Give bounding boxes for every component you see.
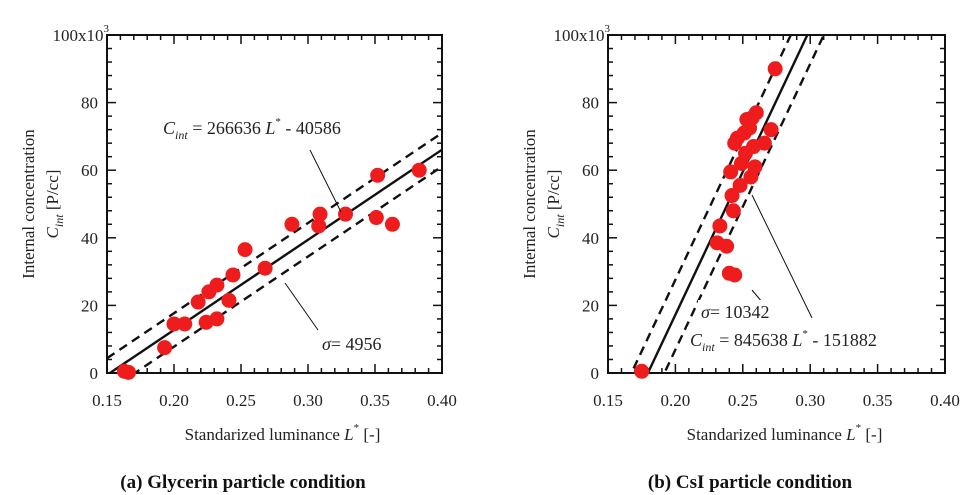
- data-point: [238, 242, 253, 257]
- equation-lhs-subscript: int: [175, 128, 188, 142]
- x-tick-label: 0.20: [661, 391, 691, 410]
- data-point: [385, 217, 400, 232]
- x-tick-label: 0.20: [159, 391, 189, 410]
- plot-frame: [608, 35, 945, 373]
- data-point: [634, 364, 649, 379]
- equation-lhs-subscript: int: [702, 340, 715, 354]
- x-tick-label: 0.30: [795, 391, 825, 410]
- x-axis-title: Standarized luminance L* [-]: [687, 422, 883, 444]
- x-axis-title-text: Standarized luminance: [185, 425, 345, 444]
- y-tick-label: 60: [81, 161, 98, 180]
- data-point: [209, 311, 224, 326]
- y-axis-title-unit: [P/cc]: [544, 170, 563, 215]
- x-axis-title-symbol: L: [343, 425, 353, 444]
- x-tick-label: 0.35: [863, 391, 893, 410]
- sigma-label: σ= 4956: [322, 334, 382, 354]
- fit-lines: [107, 133, 442, 392]
- y-tick-label: 100x103: [554, 23, 611, 45]
- x-axis-title-text: Standarized luminance: [687, 425, 847, 444]
- data-point: [712, 218, 727, 233]
- panel-glycerin: 0.15 0.20 0.25 0.30 0.35 0.40 0 20 40 60 80 100x103…: [19, 23, 457, 493]
- y-axis-title-subscript: int: [52, 214, 66, 227]
- y-axis-title-line1: Internal concentration: [520, 129, 539, 279]
- data-point: [726, 203, 741, 218]
- y-axis-title-line2: Cint [P/cc]: [43, 170, 66, 239]
- sigma-label: σ= 10342: [701, 302, 770, 322]
- equation-intercept: - 151882: [808, 330, 877, 350]
- x-tick-label: 0.30: [293, 391, 323, 410]
- sigma-value: = 10342: [710, 302, 770, 322]
- x-tick-label: 0.25: [728, 391, 758, 410]
- y-tick-label: 20: [81, 296, 98, 315]
- y-tick-label: 100x103: [53, 23, 110, 45]
- x-tick-label: 0.25: [226, 391, 256, 410]
- data-point: [284, 217, 299, 232]
- equation-variable: L: [264, 118, 275, 138]
- data-point: [121, 365, 136, 380]
- y-axis-title-symbol: C: [544, 226, 563, 238]
- x-axis-title: Standarized luminance L* [-]: [185, 422, 381, 444]
- data-point: [369, 210, 384, 225]
- y-tick-label: 60: [582, 161, 599, 180]
- x-tick-label: 0.15: [593, 391, 623, 410]
- x-axis-title-unit: [-]: [359, 425, 380, 444]
- data-point: [768, 61, 783, 76]
- data-point: [157, 340, 172, 355]
- data-point: [258, 261, 273, 276]
- data-point: [757, 136, 772, 151]
- panel-caption: (a) Glycerin particle condition: [120, 472, 366, 493]
- data-point: [221, 293, 236, 308]
- y-tick-label: 40: [582, 229, 599, 248]
- x-tick-label: 0.40: [427, 391, 457, 410]
- equation-intercept: - 40586: [281, 118, 341, 138]
- y-tick-label: 20: [582, 296, 599, 315]
- y-tick-label-exponent: 3: [104, 23, 110, 35]
- fit-line-solid: [107, 150, 442, 375]
- data-point: [412, 163, 427, 178]
- y-axis-title-subscript: int: [553, 214, 567, 227]
- data-point: [727, 267, 742, 282]
- equation-coefficient: = 845638: [715, 330, 793, 350]
- y-tick-label-exponent: 3: [605, 23, 611, 35]
- x-axis-title-unit: [-]: [861, 425, 882, 444]
- y-tick-label: 80: [81, 94, 98, 113]
- data-point: [225, 267, 240, 282]
- fit-line-lower-sigma: [107, 166, 442, 391]
- y-axis-title-line1: Internal concentration: [19, 129, 38, 279]
- panel-caption: (b) CsI particle condition: [648, 472, 853, 493]
- x-tick-label: 0.15: [92, 391, 122, 410]
- data-point: [749, 105, 764, 120]
- equation-leader-line: [310, 150, 341, 212]
- sigma-value: = 4956: [331, 334, 382, 354]
- y-tick-label: 80: [582, 94, 599, 113]
- data-point: [719, 239, 734, 254]
- x-axis-title-symbol: L: [845, 425, 855, 444]
- y-tick-label-mantissa: 100x10: [554, 26, 605, 45]
- y-tick-label-mantissa: 100x10: [53, 26, 104, 45]
- data-point: [209, 278, 224, 293]
- x-tick-label: 0.35: [360, 391, 390, 410]
- panel-csi: 0.15 0.20 0.25 0.30 0.35 0.40 0 20 40 60 80 100x103…: [520, 0, 960, 493]
- equation-variable: L: [791, 330, 802, 350]
- y-tick-label: 0: [90, 364, 99, 383]
- y-axis-title-unit: [P/cc]: [43, 170, 62, 215]
- plot-frame: [107, 35, 442, 373]
- data-point: [313, 207, 328, 222]
- equation-leader-line: [752, 195, 812, 318]
- sigma-leader-line: [285, 283, 318, 330]
- y-tick-label: 40: [81, 229, 98, 248]
- data-point: [177, 316, 192, 331]
- fit-line-upper-sigma: [107, 133, 442, 358]
- data-point: [370, 168, 385, 183]
- x-tick-label: 0.40: [930, 391, 960, 410]
- equation-coefficient: = 266636: [188, 118, 266, 138]
- data-point: [747, 159, 762, 174]
- y-axis-title-line2: Cint [P/cc]: [544, 170, 567, 239]
- y-tick-label: 0: [591, 364, 600, 383]
- y-axis-title-symbol: C: [43, 226, 62, 238]
- data-point: [338, 207, 353, 222]
- data-point: [764, 122, 779, 137]
